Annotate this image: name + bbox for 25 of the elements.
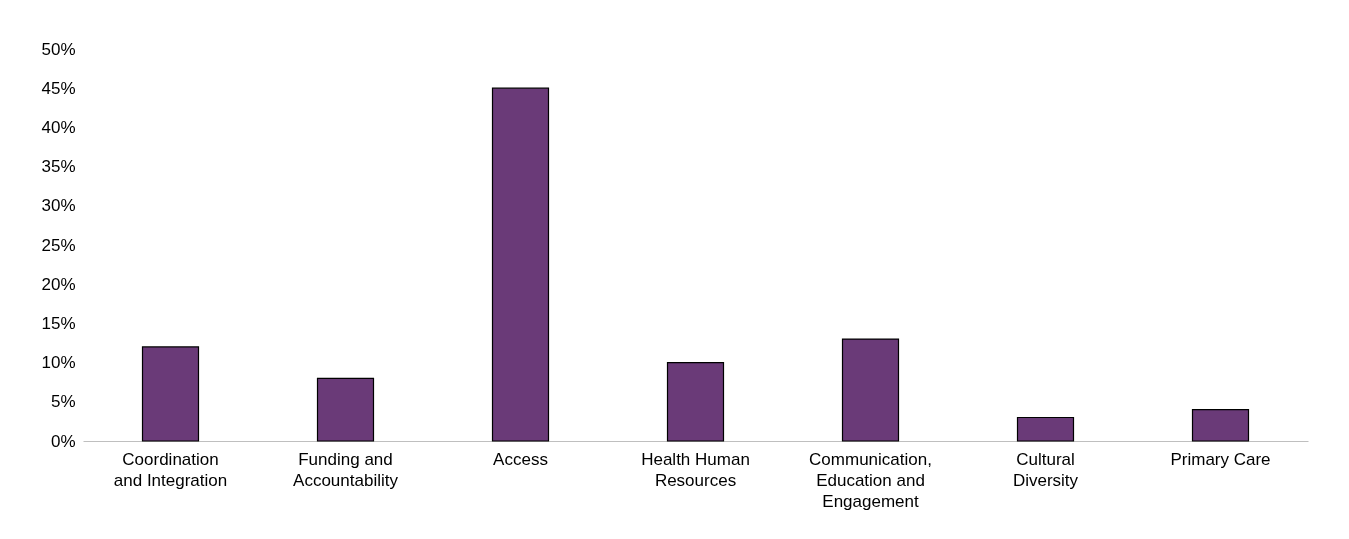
x-tick-label: Health Human Resources: [641, 449, 750, 490]
bar: [316, 377, 375, 442]
x-tick-label: Cultural Diversity: [1012, 449, 1079, 490]
y-tick-label: 25%: [41, 235, 76, 255]
bar: [491, 87, 550, 442]
x-tick-label: Communication, Education and Engagement: [809, 449, 932, 511]
x-tick-label: Primary Care: [1170, 449, 1271, 469]
y-tick-label: 35%: [41, 157, 76, 177]
y-tick-label: 50%: [41, 39, 76, 59]
y-tick-label: 30%: [41, 196, 76, 216]
y-tick-label: 45%: [41, 78, 76, 98]
x-tick-label: Coordination and Integration: [113, 449, 228, 490]
bar: [841, 338, 900, 442]
y-tick-label: 20%: [41, 274, 76, 294]
x-tick-label: Access: [493, 449, 548, 469]
bar: [1191, 409, 1250, 442]
y-tick-label: 0%: [50, 431, 76, 451]
bar: [1016, 416, 1075, 442]
y-tick-label: 40%: [41, 117, 76, 137]
y-tick-label: 15%: [41, 313, 76, 333]
x-tick-label: Funding and Accountability: [293, 449, 399, 490]
bar: [666, 362, 725, 442]
y-tick-label: 10%: [41, 353, 76, 373]
y-tick-label: 5%: [50, 392, 76, 412]
bar: [141, 346, 200, 442]
